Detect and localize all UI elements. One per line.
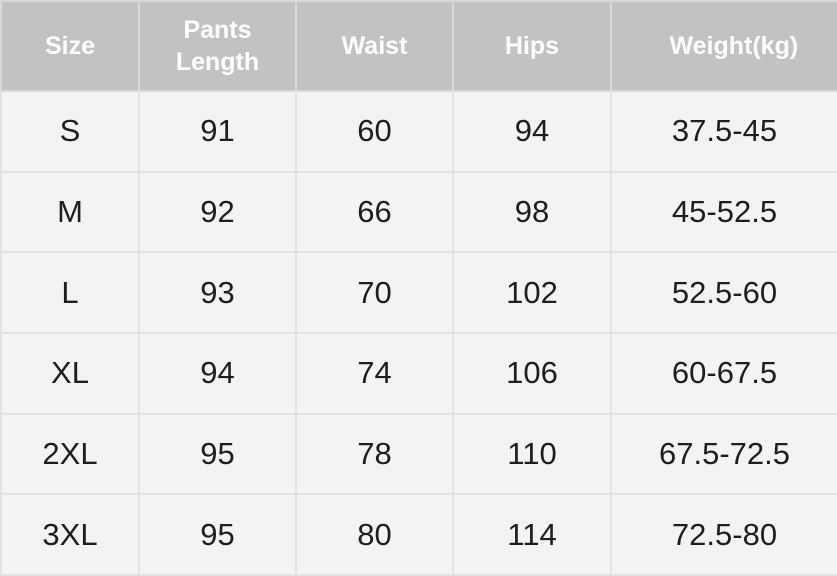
- header-text: Pants Length: [175, 16, 260, 76]
- value-cell: 78: [295, 412, 454, 496]
- value-cell: 102: [452, 251, 612, 334]
- header-row: Size Pants Length Waist Hips Weight(kg): [0, 0, 837, 92]
- header-cell: Size: [0, 0, 140, 92]
- value-cell: 66: [295, 170, 454, 254]
- value-cell: 72.5-80: [610, 493, 837, 576]
- table-row: 2XL 95 78 110 67.5-72.5: [0, 412, 837, 496]
- table-row: S 91 60 94 37.5-45: [0, 90, 837, 173]
- table-row: L 93 70 102 52.5-60: [0, 251, 837, 334]
- value-cell: 60-67.5: [610, 331, 837, 415]
- value-cell: 95: [138, 412, 297, 496]
- table-row: 3XL 95 80 114 72.5-80: [0, 493, 837, 576]
- value-cell: 114: [452, 493, 612, 576]
- table-body: S 91 60 94 37.5-45 M 92 66 98 45-52.5 L 93 70 102 52.5…: [0, 90, 837, 576]
- table-row: M 92 66 98 45-52.5: [0, 170, 837, 254]
- header-text: Size: [44, 32, 96, 60]
- header-cell: Hips: [452, 0, 612, 92]
- size-cell: L: [0, 251, 140, 334]
- size-cell: XL: [0, 331, 140, 415]
- header-text: Hips: [504, 32, 560, 60]
- value-cell: 74: [295, 331, 454, 415]
- value-cell: 106: [452, 331, 612, 415]
- size-cell: 3XL: [0, 493, 140, 576]
- value-cell: 67.5-72.5: [610, 412, 837, 496]
- value-cell: 45-52.5: [610, 170, 837, 254]
- size-cell: M: [0, 170, 140, 254]
- value-cell: 93: [138, 251, 297, 334]
- size-cell: S: [0, 90, 140, 173]
- table-head: Size Pants Length Waist Hips Weight(kg): [0, 0, 837, 92]
- header-cell: Weight(kg): [610, 0, 837, 92]
- header-cell: Waist: [295, 0, 454, 92]
- value-cell: 94: [138, 331, 297, 415]
- value-cell: 80: [295, 493, 454, 576]
- value-cell: 37.5-45: [610, 90, 837, 173]
- value-cell: 70: [295, 251, 454, 334]
- table-row: XL 94 74 106 60-67.5: [0, 331, 837, 415]
- header-text: Weight(kg): [669, 32, 799, 60]
- value-cell: 110: [452, 412, 612, 496]
- value-cell: 92: [138, 170, 297, 254]
- header-text: Waist: [341, 32, 408, 60]
- size-cell: 2XL: [0, 412, 140, 496]
- value-cell: 52.5-60: [610, 251, 837, 334]
- value-cell: 94: [452, 90, 612, 173]
- value-cell: 98: [452, 170, 612, 254]
- value-cell: 60: [295, 90, 454, 173]
- header-cell: Pants Length: [138, 0, 297, 92]
- value-cell: 91: [138, 90, 297, 173]
- value-cell: 95: [138, 493, 297, 576]
